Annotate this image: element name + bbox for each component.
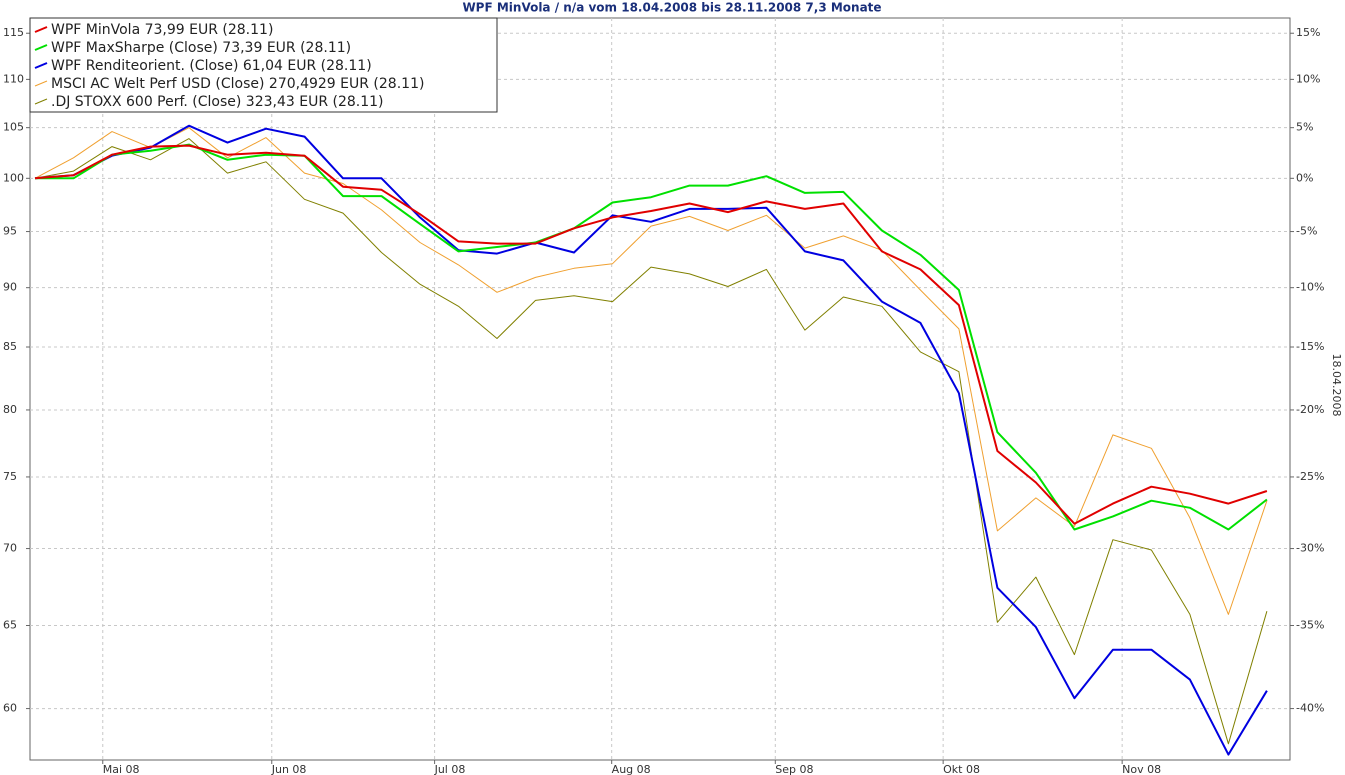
y2-axis-label: 18.04.2008 [1330,354,1343,417]
legend-swatch [34,80,48,87]
y-tick-label: 90 [3,281,17,294]
legend-swatch [34,44,48,51]
series-line [34,124,1268,756]
legend-swatch [34,98,48,105]
x-tick-label: Nov 08 [1122,763,1161,775]
x-tick-label: Okt 08 [943,763,980,775]
legend-box [29,17,498,113]
y2-tick-label: -20% [1296,403,1324,416]
legend-label: WPF MinVola 73,99 EUR (28.11) [51,22,273,38]
x-tick-label: Sep 08 [775,763,813,775]
y2-tick-label: -5% [1296,225,1317,238]
legend-swatch [34,26,48,33]
series-line [34,144,1268,525]
series-line [34,138,1268,745]
y2-tick-label: 0% [1296,171,1313,184]
x-tick-label: Aug 08 [612,763,651,775]
y-tick-label: 100 [3,171,24,184]
legend-label: MSCI AC Welt Perf USD (Close) 270,4929 E… [51,76,424,92]
y2-tick-label: 15% [1296,26,1320,39]
y2-tick-label: 10% [1296,72,1320,85]
y2-tick-label: -30% [1296,542,1324,555]
legend: WPF MinVola 73,99 EUR (28.11) WPF MaxShar… [29,17,498,113]
y-tick-label: 60 [3,702,17,715]
y-tick-label: 75 [3,470,17,483]
y2-tick-label: -40% [1296,702,1324,715]
y-tick-label: 110 [3,72,24,85]
legend-swatch [34,62,48,69]
y2-tick-label: -15% [1296,340,1324,353]
y-tick-label: 85 [3,340,17,353]
chart-title: WPF MinVola / n/a vom 18.04.2008 bis 28.… [462,1,881,15]
x-tick-label: Jul 08 [434,763,466,775]
x-tick-label: Jun 08 [271,763,307,775]
y-tick-label: 105 [3,121,24,134]
y2-tick-label: -10% [1296,281,1324,294]
legend-label: .DJ STOXX 600 Perf. (Close) 323,43 EUR (… [51,94,384,110]
y-tick-label: 115 [3,26,24,39]
x-tick-label: Mai 08 [103,763,140,775]
legend-label: WPF Renditeorient. (Close) 61,04 EUR (28… [51,58,372,74]
y2-tick-label: -35% [1296,618,1324,631]
y-tick-label: 80 [3,403,17,416]
y2-tick-label: -25% [1296,470,1324,483]
series-line [34,127,1268,615]
y-tick-label: 65 [3,618,17,631]
y-tick-label: 95 [3,225,17,238]
y-tick-label: 70 [3,542,17,555]
legend-label: WPF MaxSharpe (Close) 73,39 EUR (28.11) [51,40,351,56]
y2-tick-label: 5% [1296,121,1313,134]
plot-area [29,17,1291,761]
